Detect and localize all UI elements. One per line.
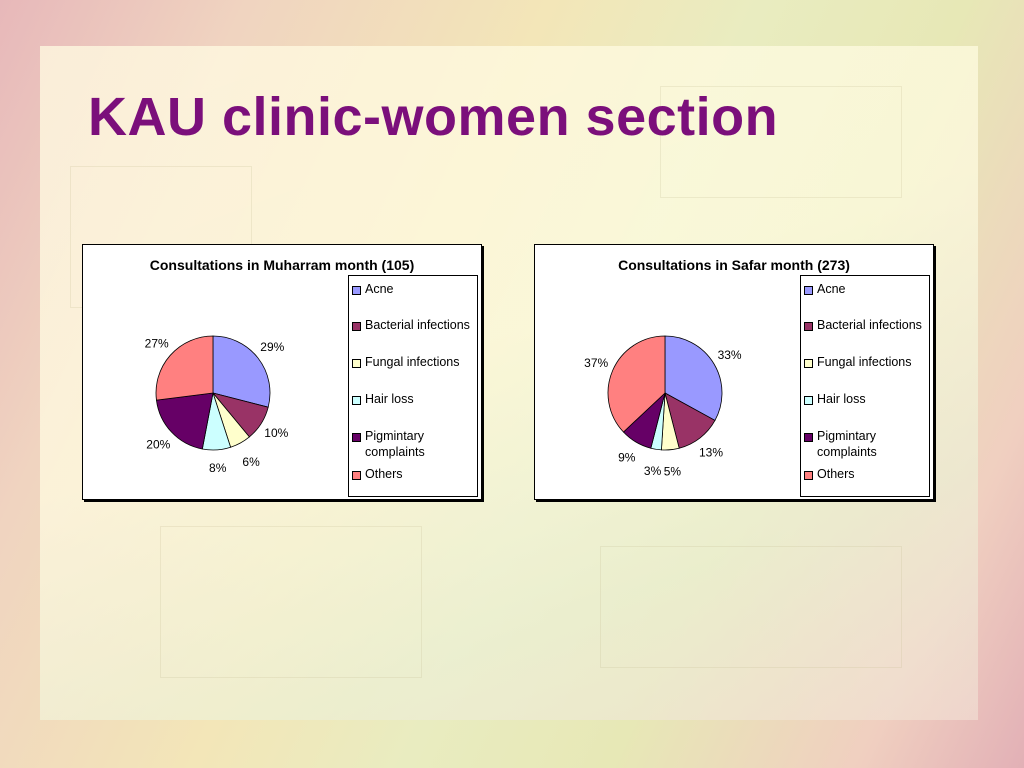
legend-swatch <box>352 322 361 331</box>
legend-item: Acne <box>804 282 929 298</box>
legend-label: Acne <box>817 282 846 296</box>
slice-percent-label: 9% <box>618 451 636 465</box>
chart-legend: Acne Bacterial infections Fungal infection… <box>348 275 478 497</box>
legend-swatch <box>352 433 361 442</box>
legend-label: Pigmintary complaints <box>365 429 425 459</box>
legend-swatch <box>804 359 813 368</box>
legend-label: Hair loss <box>365 392 414 406</box>
chart-muharram: Consultations in Muharram month (105) 29… <box>82 244 482 500</box>
slice-percent-label: 5% <box>664 465 682 479</box>
legend-swatch <box>352 359 361 368</box>
slice-percent-label: 33% <box>718 348 742 362</box>
pie-chart-svg: 33% 13% 5%3% 9% 37% <box>584 335 742 479</box>
chart-legend: Acne Bacterial infections Fungal infection… <box>800 275 930 497</box>
legend-item: Others <box>352 467 477 483</box>
slice-percent-label: 37% <box>584 356 608 370</box>
legend-label: Bacterial infections <box>817 318 922 332</box>
legend-swatch <box>804 433 813 442</box>
slice-percent-label: 27% <box>145 336 169 350</box>
legend-label: Others <box>817 467 855 481</box>
legend-swatch <box>804 471 813 480</box>
legend-label: Fungal infections <box>817 355 912 369</box>
legend-item: Bacterial infections <box>804 318 929 334</box>
slice-percent-label: 13% <box>699 445 723 459</box>
legend-label: Acne <box>365 282 394 296</box>
legend-item: Others <box>804 467 929 483</box>
legend-item: Pigmintary complaints <box>352 429 477 460</box>
legend-label: Pigmintary complaints <box>817 429 877 459</box>
legend-item: Bacterial infections <box>352 318 477 334</box>
pie-slice-acne <box>212 335 271 408</box>
pie-slice-others <box>155 335 214 401</box>
legend-item: Pigmintary complaints <box>804 429 929 460</box>
legend-item: Fungal infections <box>352 355 477 371</box>
legend-swatch <box>804 322 813 331</box>
legend-item: Acne <box>352 282 477 298</box>
legend-swatch <box>352 286 361 295</box>
legend-label: Hair loss <box>817 392 866 406</box>
legend-label: Others <box>365 467 403 481</box>
chart-title: Consultations in Safar month (273) <box>618 257 850 273</box>
legend-item: Fungal infections <box>804 355 929 371</box>
legend-item: Hair loss <box>804 392 929 408</box>
legend-label: Bacterial infections <box>365 318 470 332</box>
slice-percent-label: 20% <box>146 437 170 451</box>
pie-slice-pigmintary-complaints <box>156 392 214 450</box>
legend-swatch <box>352 471 361 480</box>
chart-safar: Consultations in Safar month (273) 33% 13… <box>534 244 934 500</box>
slice-percent-label: 8% <box>209 461 227 475</box>
legend-swatch <box>352 396 361 405</box>
legend-swatch <box>804 396 813 405</box>
chart-title: Consultations in Muharram month (105) <box>149 257 415 273</box>
slice-percent-label: 10% <box>264 426 288 440</box>
slice-percent-label: 3% <box>644 464 662 478</box>
legend-label: Fungal infections <box>365 355 460 369</box>
pie-slice-acne <box>664 335 723 422</box>
slide-title: KAU clinic-women section <box>88 87 779 147</box>
slice-percent-label: 29% <box>260 340 284 354</box>
pie-slice-others <box>607 335 666 433</box>
slice-percent-label: 6% <box>242 455 260 469</box>
legend-swatch <box>804 286 813 295</box>
legend-item: Hair loss <box>352 392 477 408</box>
pie-chart-svg: 29% 10% 6% 8% 20% 27% <box>145 335 289 475</box>
